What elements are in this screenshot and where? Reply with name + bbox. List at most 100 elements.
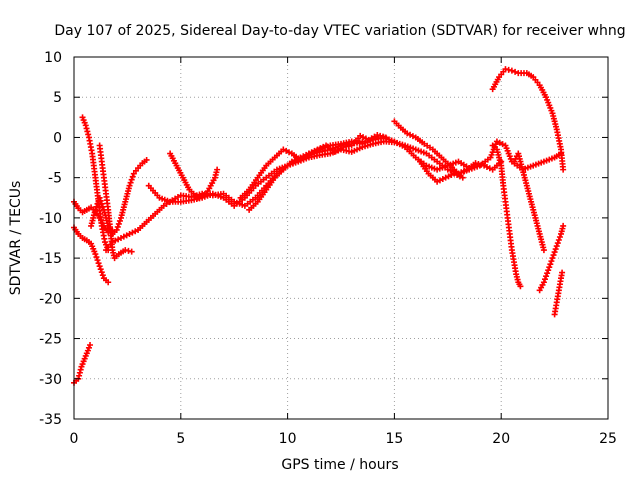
data-point — [98, 200, 105, 207]
data-point — [76, 369, 83, 376]
chart-title: Day 107 of 2025, Sidereal Day-to-day VTE… — [54, 23, 625, 39]
data-point — [505, 66, 512, 73]
data-point — [87, 341, 94, 348]
data-point — [143, 156, 150, 163]
data-series-layer — [71, 66, 567, 386]
data-point — [85, 344, 92, 351]
data-point — [77, 366, 84, 373]
grid — [74, 57, 608, 419]
data-point — [94, 257, 101, 264]
series-2 — [71, 224, 112, 286]
data-point — [95, 260, 102, 267]
data-point — [126, 182, 133, 189]
data-point — [550, 252, 557, 259]
y-tick-label: -20 — [39, 291, 62, 307]
series-3 — [71, 341, 94, 386]
data-point — [115, 220, 122, 227]
data-point — [472, 160, 479, 167]
plot-frame — [73, 56, 609, 420]
series-9 — [167, 150, 221, 201]
data-point — [92, 206, 99, 213]
data-point — [96, 194, 103, 201]
data-point — [122, 247, 129, 254]
series-15 — [489, 142, 524, 290]
y-axis-label: SDTVAR / TECUs — [8, 181, 24, 296]
data-point — [82, 122, 89, 129]
data-point — [512, 68, 519, 75]
data-point — [478, 161, 485, 168]
y-tick-label: 0 — [53, 130, 62, 146]
series-17 — [536, 222, 567, 294]
data-point — [129, 173, 136, 180]
data-point — [93, 203, 100, 210]
data-point — [508, 67, 515, 74]
series-16 — [511, 150, 547, 254]
data-point — [545, 267, 552, 274]
data-point — [549, 255, 556, 262]
data-point — [374, 132, 381, 139]
x-tick-label: 15 — [385, 431, 403, 447]
data-point — [76, 372, 83, 379]
y-tick-label: -30 — [39, 372, 62, 388]
data-point — [560, 166, 567, 173]
data-point — [105, 279, 112, 286]
y-tick-label: -25 — [39, 332, 62, 348]
data-point — [377, 132, 384, 139]
x-tick-label: 5 — [176, 431, 185, 447]
data-point — [113, 226, 120, 233]
data-point — [540, 247, 547, 254]
y-tick-label: 5 — [53, 90, 62, 106]
data-point — [116, 217, 123, 224]
data-point — [547, 261, 554, 268]
series-14 — [489, 66, 567, 173]
y-tick-label: -35 — [39, 412, 62, 428]
data-point — [99, 272, 106, 279]
data-point — [214, 166, 221, 173]
series-8 — [145, 134, 473, 209]
data-point — [96, 263, 103, 270]
data-point — [125, 247, 132, 254]
series-18 — [551, 269, 566, 318]
data-point — [380, 133, 387, 140]
series-12 — [391, 118, 505, 177]
data-point — [84, 128, 91, 135]
data-point — [85, 131, 92, 138]
data-point — [97, 266, 104, 273]
data-point — [517, 283, 524, 290]
data-point — [475, 160, 482, 167]
data-point — [93, 254, 100, 261]
data-point — [556, 233, 563, 240]
data-point — [544, 270, 551, 277]
data-point — [98, 269, 105, 276]
x-tick-label: 10 — [279, 431, 297, 447]
series-6 — [96, 142, 135, 262]
x-tick-label: 25 — [599, 431, 617, 447]
data-point — [555, 237, 562, 244]
x-axis-label: GPS time / hours — [281, 457, 398, 473]
data-point — [92, 251, 99, 258]
data-point — [128, 248, 135, 255]
series-10 — [237, 138, 366, 201]
y-tick-label: -5 — [48, 171, 62, 187]
x-tick-label: 0 — [70, 431, 79, 447]
y-tick-label: -10 — [39, 211, 62, 227]
data-point — [553, 243, 560, 250]
axis-ticks: 0 5 10 15 20 25 -35 -30 -25 -20 -15 -10 -5 0 5 10 — [39, 50, 617, 447]
y-tick-label: 10 — [44, 50, 62, 66]
data-point — [554, 240, 561, 247]
data-point — [548, 258, 555, 265]
x-tick-label: 20 — [492, 431, 510, 447]
data-point — [84, 347, 91, 354]
data-point — [540, 279, 547, 286]
y-tick-label: -15 — [39, 251, 62, 267]
data-point — [127, 179, 134, 186]
data-point — [97, 197, 104, 204]
data-point — [552, 246, 559, 253]
data-point — [128, 176, 135, 183]
data-point — [546, 264, 553, 271]
series-13 — [417, 158, 466, 185]
data-point — [559, 269, 566, 276]
data-point — [459, 174, 466, 181]
data-point — [382, 134, 389, 141]
